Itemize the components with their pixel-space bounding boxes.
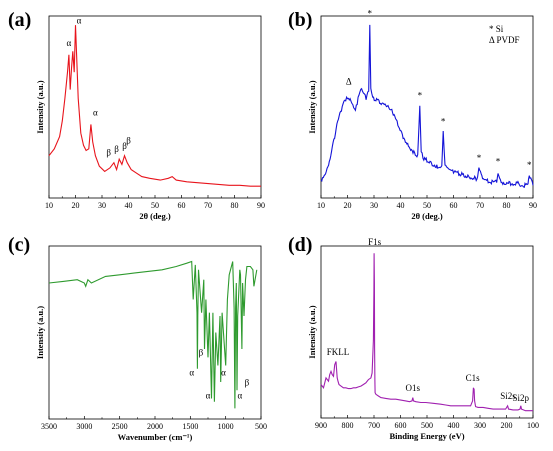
peak-annotation: * bbox=[496, 156, 501, 166]
x-tick-label: 70 bbox=[204, 201, 212, 210]
x-tick-label: 500 bbox=[255, 422, 267, 431]
panel-c: (c) 3500 3000 2500 2000 1500 1000 500 Wavenumbe… bbox=[8, 234, 267, 442]
peak-annotation: β bbox=[106, 148, 111, 158]
y-axis-label: Intensity (a.u.) bbox=[35, 306, 45, 359]
x-tick-label: 3000 bbox=[76, 422, 92, 431]
peak-annotation: α bbox=[206, 391, 211, 401]
x-tick-label: 50 bbox=[151, 201, 159, 210]
x-axis-label: 2θ (deg.) bbox=[139, 211, 171, 221]
peak-annotation: β bbox=[199, 348, 204, 358]
x-tick-label: 60 bbox=[450, 201, 458, 210]
panel-d-label: (d) bbox=[288, 234, 312, 256]
peak-annotation: β bbox=[245, 377, 250, 387]
peak-annotation: α bbox=[221, 367, 226, 377]
peak-annotation: α bbox=[77, 15, 82, 25]
panel-c-label: (c) bbox=[8, 234, 30, 256]
peak-annotation: α bbox=[189, 367, 194, 377]
x-tick-label: 30 bbox=[370, 201, 378, 210]
plot-frame bbox=[48, 245, 262, 420]
x-axis-label: Wavenumber (cm⁻¹) bbox=[118, 432, 193, 442]
peak-annotation: * bbox=[418, 90, 423, 100]
panel-a: (a) 10 20 30 40 50 60 70 80 90 2θ (deg.) Intensity… bbox=[8, 9, 265, 221]
plot-frame bbox=[48, 15, 262, 199]
panel-d: (d) 900 800 700 600 500 400 300 200 100 Binding E… bbox=[288, 234, 539, 441]
x-tick-label: 10 bbox=[317, 201, 325, 210]
x-tick-label: 600 bbox=[395, 421, 407, 430]
series-line bbox=[48, 25, 261, 187]
peak-annotation: α bbox=[67, 38, 72, 48]
x-tick-label: 2500 bbox=[112, 422, 128, 431]
y-axis-label: Intensity (a.u.) bbox=[307, 80, 317, 133]
peak-annotation: β bbox=[126, 136, 131, 146]
panel-b: (b) 10 20 30 40 50 60 70 80 90 2θ (deg.) Intensity… bbox=[288, 9, 537, 221]
series-line bbox=[48, 260, 258, 409]
peak-annotation: α bbox=[93, 108, 98, 118]
peak-annotation: F1s bbox=[368, 237, 382, 247]
peak-annotation: β bbox=[114, 144, 119, 154]
x-tick-label: 400 bbox=[448, 421, 460, 430]
x-tick-label: 10 bbox=[45, 201, 53, 210]
x-tick-label: 300 bbox=[474, 421, 486, 430]
legend-entry: Δ PVDF bbox=[489, 35, 520, 45]
x-tick-label: 30 bbox=[98, 201, 106, 210]
peak-annotation: Si2s bbox=[500, 391, 516, 401]
x-tick-label: 40 bbox=[125, 201, 133, 210]
peak-annotation: O1s bbox=[406, 383, 421, 393]
x-tick-label: 80 bbox=[231, 201, 239, 210]
peak-annotation: FKLL bbox=[327, 347, 350, 357]
x-tick-label: 200 bbox=[501, 421, 513, 430]
peak-annotation: * bbox=[477, 153, 482, 163]
x-tick-label: 1500 bbox=[182, 422, 198, 431]
x-tick-label: 50 bbox=[423, 201, 431, 210]
peak-annotation: * bbox=[441, 116, 446, 126]
x-tick-label: 70 bbox=[476, 201, 484, 210]
x-tick-label: 90 bbox=[257, 201, 265, 210]
y-axis-label: Intensity (a.u.) bbox=[307, 305, 317, 358]
x-tick-label: 20 bbox=[344, 201, 352, 210]
series-line bbox=[320, 253, 533, 412]
x-tick-label: 500 bbox=[421, 421, 433, 430]
x-tick-label: 20 bbox=[72, 201, 80, 210]
peak-annotation: * bbox=[368, 9, 373, 19]
x-axis-label: 2θ (deg.) bbox=[411, 211, 443, 221]
peak-annotation: α bbox=[237, 391, 242, 401]
peak-annotation: * bbox=[527, 160, 532, 170]
x-axis-label: Binding Energy (eV) bbox=[389, 431, 464, 441]
peak-annotation: Si2p bbox=[513, 393, 530, 403]
x-tick-label: 800 bbox=[342, 421, 354, 430]
panel-b-label: (b) bbox=[288, 9, 312, 31]
peak-annotation: Δ bbox=[346, 76, 352, 86]
x-tick-label: 60 bbox=[178, 201, 186, 210]
x-tick-label: 40 bbox=[397, 201, 405, 210]
peak-annotation: C1s bbox=[466, 373, 481, 383]
x-tick-label: 900 bbox=[315, 421, 327, 430]
x-tick-label: 3500 bbox=[41, 422, 57, 431]
y-axis-label: Intensity (a.u.) bbox=[35, 80, 45, 133]
legend-entry: * Si bbox=[489, 24, 504, 34]
x-tick-label: 100 bbox=[527, 421, 539, 430]
x-tick-label: 80 bbox=[503, 201, 511, 210]
x-tick-label: 2000 bbox=[147, 422, 163, 431]
series-line bbox=[320, 24, 534, 188]
panel-a-label: (a) bbox=[8, 9, 31, 31]
x-tick-label: 1000 bbox=[218, 422, 234, 431]
x-tick-label: 90 bbox=[529, 201, 537, 210]
x-tick-label: 700 bbox=[368, 421, 380, 430]
peak-annotation: β bbox=[122, 141, 127, 151]
